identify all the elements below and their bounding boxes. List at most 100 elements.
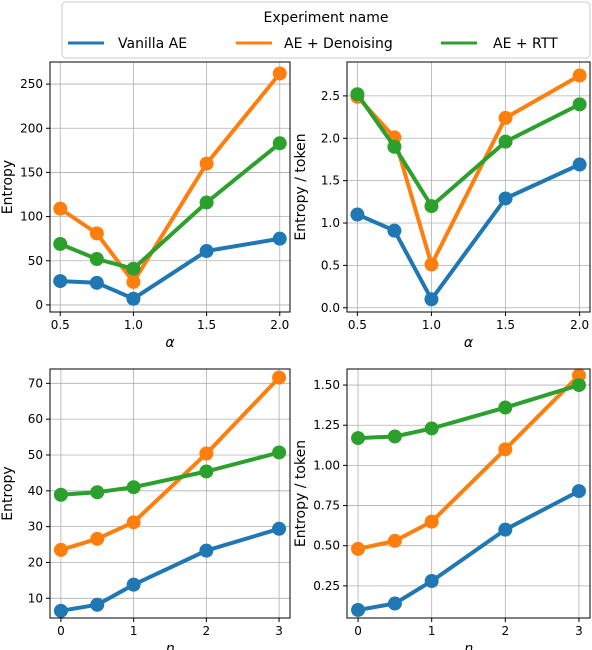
- data-point-ae-rtt: [199, 195, 214, 210]
- data-point-ae-rtt: [272, 136, 287, 151]
- y-tick-label: 200: [20, 121, 43, 135]
- data-point-ae-rtt: [571, 378, 586, 393]
- plot-frame: [346, 368, 591, 619]
- plot-frame: [49, 368, 291, 619]
- data-point-ae-rtt: [387, 139, 402, 154]
- legend: Experiment name Vanilla AE AE + Denoisin…: [61, 1, 591, 59]
- y-tick-label: 0.75: [313, 499, 340, 513]
- data-point-ae-rtt: [350, 87, 365, 102]
- x-axis-title: η: [166, 641, 175, 650]
- series-line-ae-rtt: [356, 383, 581, 441]
- data-point-ae-rtt: [126, 480, 141, 495]
- data-point-ae-denoising: [126, 515, 141, 530]
- data-point-vanilla-ae: [199, 543, 214, 558]
- y-tick-label: 1.50: [313, 378, 340, 392]
- data-point-ae-rtt: [572, 97, 587, 112]
- y-axis-title: Entropy: [0, 466, 16, 520]
- y-tick-label: 2.0: [321, 131, 340, 145]
- data-point-ae-denoising: [571, 368, 586, 383]
- legend-entry-ae-rtt: AE + RTT: [441, 36, 558, 52]
- x-tick-label: 2: [501, 624, 509, 638]
- x-axis-title: α: [464, 335, 474, 351]
- y-tick-label: 1.0: [321, 216, 340, 230]
- data-point-ae-denoising: [89, 226, 104, 241]
- data-point-vanilla-ae: [572, 157, 587, 172]
- y-tick-label: 0.25: [313, 579, 340, 593]
- x-tick-label: 3: [275, 624, 283, 638]
- data-point-vanilla-ae: [126, 577, 141, 592]
- data-point-ae-rtt: [53, 236, 68, 251]
- x-tick-label: 0: [354, 624, 362, 638]
- data-point-vanilla-ae: [424, 292, 439, 307]
- y-tick-label: 150: [20, 165, 43, 179]
- y-tick-label: 30: [28, 520, 43, 534]
- y-tick-label: 100: [20, 210, 43, 224]
- legend-entry-ae-denoising: AE + Denoising: [236, 36, 393, 52]
- legend-label-vanilla-ae: Vanilla AE: [118, 36, 187, 52]
- x-tick-label: 2.0: [270, 318, 289, 332]
- x-tick-label: 2: [203, 624, 211, 638]
- data-point-vanilla-ae: [387, 223, 402, 238]
- x-tick-label: 1.0: [124, 318, 143, 332]
- chart-panel-entropy-alpha: 0.5 1.0 1.5 2.0 0 50 100 150 200 250 α Entropy: [0, 61, 291, 351]
- x-tick-label: 1: [428, 624, 436, 638]
- legend-label-ae-denoising: AE + Denoising: [284, 36, 393, 52]
- data-point-ae-denoising: [90, 531, 105, 546]
- y-tick-label: 20: [28, 555, 43, 569]
- series-line-ae-denoising: [58, 71, 282, 284]
- data-point-vanilla-ae: [387, 596, 402, 611]
- chart-panel-entropy-per-token-alpha: 0.5 1.0 1.5 2.0 0.0 0.5 1.0 1.5 2.0 2.5 α Entropy /…: [293, 61, 591, 351]
- data-point-ae-rtt: [498, 400, 513, 415]
- series-line-vanilla-ae: [58, 236, 282, 301]
- x-tick-label: 3: [575, 624, 583, 638]
- x-tick-label: 1.5: [496, 318, 515, 332]
- data-point-ae-rtt: [424, 421, 439, 436]
- data-point-vanilla-ae: [90, 597, 105, 612]
- series-line-ae-rtt: [58, 141, 282, 271]
- data-point-ae-denoising: [387, 533, 402, 548]
- y-axis-title: Entropy / token: [293, 440, 309, 547]
- data-point-vanilla-ae: [89, 275, 104, 290]
- data-point-vanilla-ae: [272, 521, 287, 536]
- y-tick-label: 1.5: [321, 174, 340, 188]
- data-point-vanilla-ae: [53, 274, 68, 289]
- y-tick-label: 0: [35, 298, 43, 312]
- data-point-ae-rtt: [53, 487, 68, 502]
- x-tick-label: 0.5: [348, 318, 367, 332]
- y-tick-label: 1.00: [313, 458, 340, 472]
- data-point-ae-rtt: [89, 251, 104, 266]
- data-point-ae-denoising: [53, 201, 68, 216]
- y-tick-label: 0.0: [321, 301, 340, 315]
- x-axis-title: η: [464, 641, 473, 650]
- data-point-ae-rtt: [351, 431, 366, 446]
- data-point-vanilla-ae: [272, 231, 287, 246]
- x-tick-label: 1: [130, 624, 138, 638]
- data-point-ae-denoising: [199, 156, 214, 171]
- plot-frame: [346, 61, 591, 313]
- x-tick-label: 1.5: [197, 318, 216, 332]
- series-line-ae-denoising: [356, 373, 581, 551]
- chart-panel-entropy-per-token-eta: 0 1 2 3 0.25 0.50 0.75 1.00 1.25 1.50 η Entropy / t…: [293, 368, 591, 650]
- y-tick-label: 10: [28, 591, 43, 605]
- y-tick-label: 50: [28, 448, 43, 462]
- data-point-ae-denoising: [498, 110, 513, 125]
- data-point-ae-rtt: [199, 464, 214, 479]
- y-tick-label: 50: [28, 254, 43, 268]
- data-point-ae-denoising: [424, 257, 439, 272]
- y-tick-label: 70: [28, 376, 43, 390]
- y-axis-title: Entropy: [0, 160, 16, 214]
- y-axis-title: Entropy / token: [293, 133, 309, 240]
- data-point-ae-denoising: [199, 446, 214, 461]
- data-point-vanilla-ae: [424, 574, 439, 589]
- data-point-ae-denoising: [53, 542, 68, 557]
- x-tick-label: 0: [57, 624, 65, 638]
- data-point-vanilla-ae: [53, 603, 68, 618]
- data-point-vanilla-ae: [571, 484, 586, 499]
- plot-frame: [49, 61, 291, 313]
- data-point-ae-rtt: [387, 429, 402, 444]
- y-tick-label: 250: [20, 77, 43, 91]
- data-point-ae-rtt: [424, 199, 439, 214]
- data-point-ae-denoising: [424, 514, 439, 529]
- chart-panel-entropy-eta: 0 1 2 3 10 20 30 40 50 60 70 η Entropy: [0, 368, 291, 650]
- legend-entry-vanilla-ae: Vanilla AE: [68, 36, 187, 52]
